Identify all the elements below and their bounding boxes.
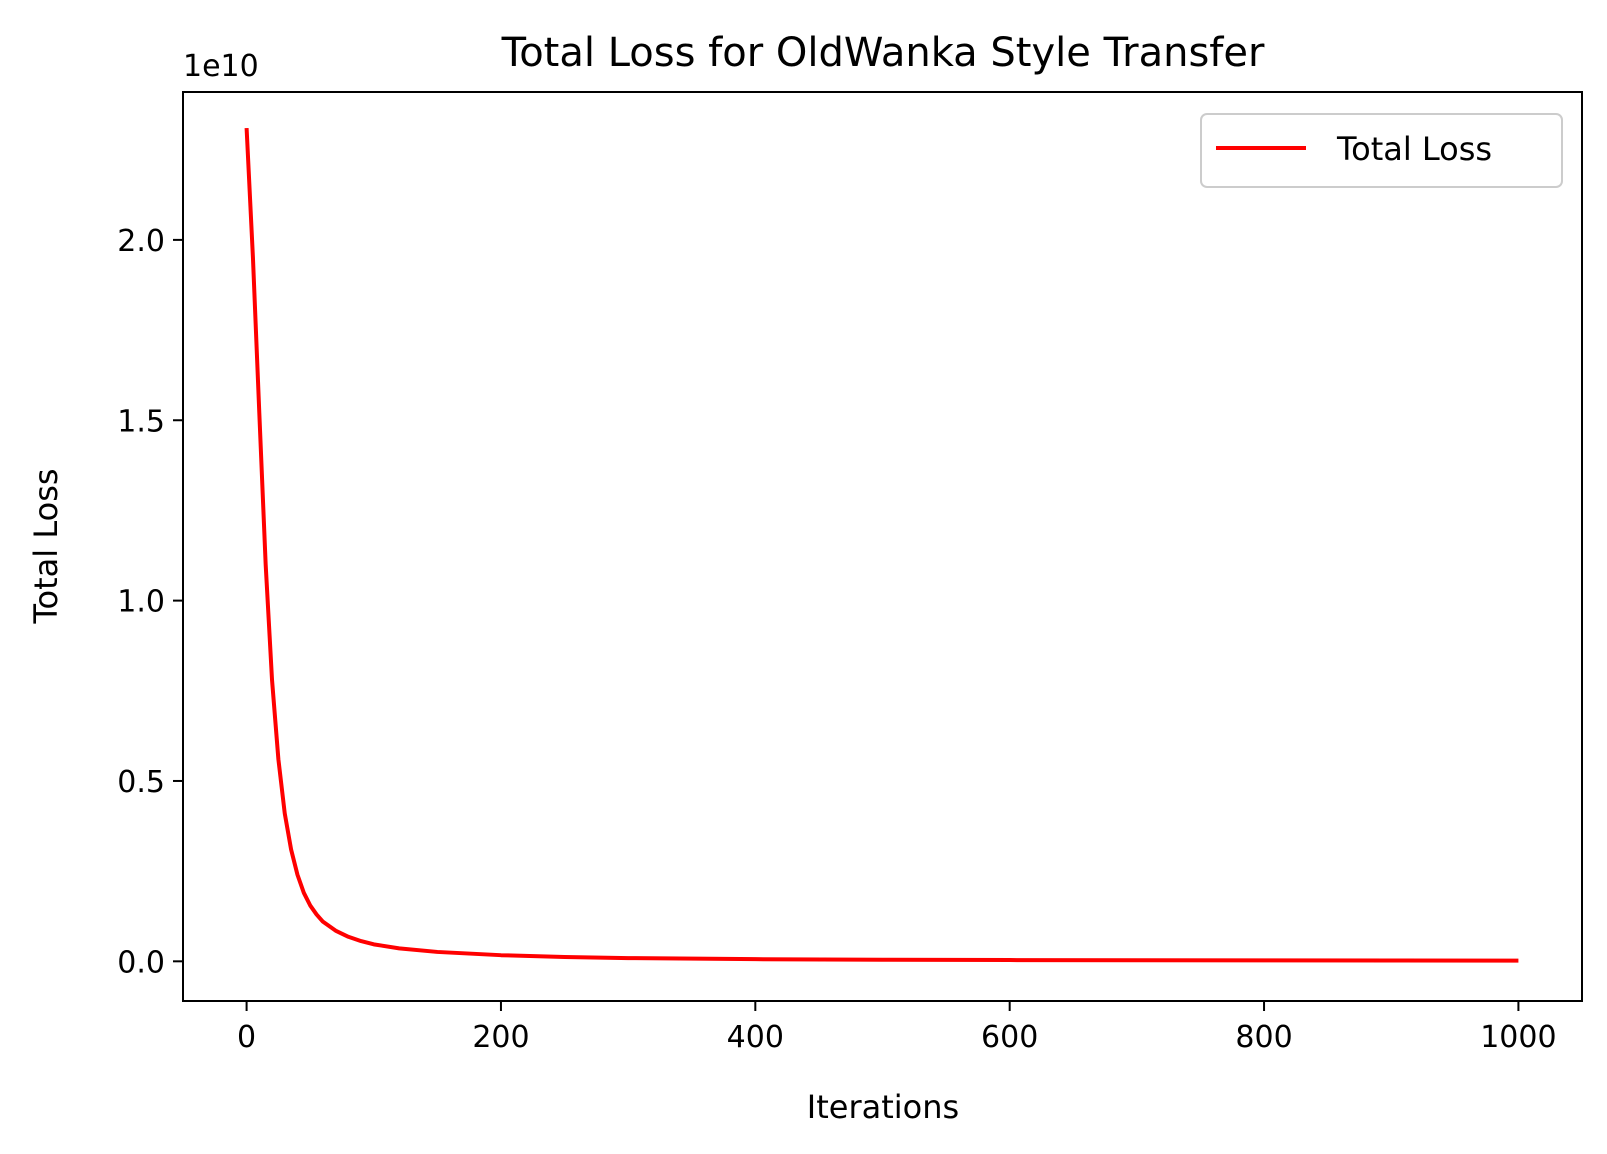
plot-frame — [182, 91, 1583, 1002]
series-layer — [244, 127, 1519, 963]
y-tick-label: 2.0 — [117, 224, 165, 259]
x-tick-label: 1000 — [1480, 1020, 1556, 1055]
x-tick-label: 800 — [1235, 1020, 1292, 1055]
y-tick-label: 1.0 — [117, 585, 165, 620]
y-offset-label: 1e10 — [183, 49, 259, 84]
x-tick-label: 0 — [237, 1020, 256, 1055]
x-tick-label: 200 — [472, 1020, 529, 1055]
series-line-total-loss — [244, 127, 1519, 963]
y-tick-label: 0.5 — [117, 765, 165, 800]
x-tick-label: 600 — [981, 1020, 1038, 1055]
legend: Total Loss — [1200, 113, 1563, 188]
legend-label-total-loss: Total Loss — [1336, 130, 1492, 168]
x-axis-label: Iterations — [807, 1088, 959, 1126]
x-axis: 0 200 400 600 800 1000 — [237, 1001, 1557, 1055]
x-tick-label: 400 — [727, 1020, 784, 1055]
y-tick-label: 0.0 — [117, 945, 165, 980]
plot-background — [183, 92, 1582, 1001]
y-axis-label: Total Loss — [27, 468, 65, 624]
legend-frame — [1200, 113, 1563, 188]
y-tick-label: 1.5 — [117, 404, 165, 439]
y-axis: 0.0 0.5 1.0 1.5 2.0 — [117, 224, 183, 980]
chart-title: Total Loss for OldWanka Style Transfer — [501, 30, 1265, 76]
plot-area — [183, 92, 1582, 1001]
